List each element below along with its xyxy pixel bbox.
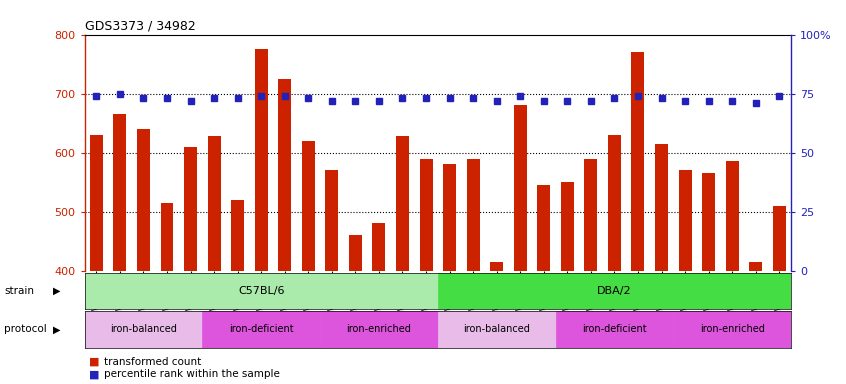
Text: iron-deficient: iron-deficient — [582, 324, 646, 334]
Bar — [467, 159, 480, 271]
Bar — [585, 159, 597, 271]
Bar — [207, 136, 221, 271]
Bar — [349, 235, 362, 271]
Text: ■: ■ — [89, 369, 99, 379]
Text: iron-balanced: iron-balanced — [464, 324, 530, 334]
Bar — [726, 162, 739, 271]
Bar — [514, 106, 527, 271]
Bar — [631, 52, 645, 271]
Bar — [537, 185, 550, 271]
Bar — [302, 141, 315, 271]
Bar — [85, 311, 202, 348]
Text: iron-balanced: iron-balanced — [110, 324, 177, 334]
Bar — [750, 262, 762, 271]
Bar — [85, 273, 438, 309]
Bar — [320, 311, 438, 348]
Bar — [113, 114, 126, 271]
Bar — [438, 311, 556, 348]
Bar — [161, 203, 173, 271]
Text: protocol: protocol — [4, 324, 47, 334]
Bar — [673, 311, 791, 348]
Bar — [202, 311, 320, 348]
Bar — [655, 144, 668, 271]
Text: ■: ■ — [89, 357, 99, 367]
Bar — [678, 170, 691, 271]
Bar — [255, 49, 267, 271]
Bar — [438, 273, 791, 309]
Bar — [556, 311, 673, 348]
Bar — [137, 129, 150, 271]
Bar — [372, 223, 386, 271]
Bar — [231, 200, 244, 271]
Text: ▶: ▶ — [53, 286, 61, 296]
Bar — [608, 135, 621, 271]
Bar — [702, 173, 715, 271]
Bar — [561, 182, 574, 271]
Text: iron-enriched: iron-enriched — [347, 324, 411, 334]
Bar — [420, 159, 432, 271]
Bar — [326, 170, 338, 271]
Bar — [278, 79, 291, 271]
Bar — [443, 164, 456, 271]
Text: ▶: ▶ — [53, 324, 61, 334]
Bar — [396, 136, 409, 271]
Bar — [772, 206, 786, 271]
Text: strain: strain — [4, 286, 34, 296]
Bar — [490, 262, 503, 271]
Bar — [90, 135, 103, 271]
Text: transformed count: transformed count — [104, 357, 201, 367]
Text: iron-deficient: iron-deficient — [229, 324, 294, 334]
Text: percentile rank within the sample: percentile rank within the sample — [104, 369, 280, 379]
Text: DBA/2: DBA/2 — [597, 286, 632, 296]
Text: C57BL/6: C57BL/6 — [238, 286, 284, 296]
Text: iron-enriched: iron-enriched — [700, 324, 765, 334]
Text: GDS3373 / 34982: GDS3373 / 34982 — [85, 19, 195, 32]
Bar — [184, 147, 197, 271]
